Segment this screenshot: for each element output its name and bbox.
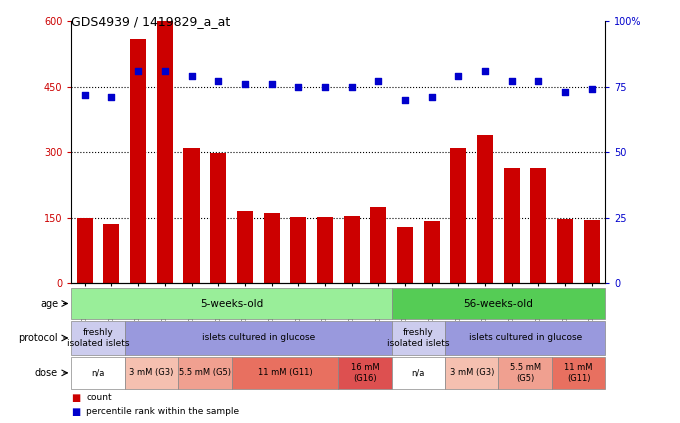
Point: [80, 91, 90, 98]
Point: [106, 94, 117, 101]
Bar: [498, 357, 552, 389]
Text: 16 mM
(G16): 16 mM (G16): [351, 363, 379, 382]
Bar: [504, 168, 520, 283]
Text: 11 mM
(G11): 11 mM (G11): [564, 363, 593, 382]
Point: [159, 68, 170, 74]
Bar: [445, 357, 498, 389]
Bar: [103, 224, 120, 283]
Bar: [424, 221, 440, 283]
Bar: [231, 357, 339, 389]
Text: age: age: [40, 299, 58, 308]
Text: 56-weeks-old: 56-weeks-old: [464, 299, 533, 308]
Point: [586, 86, 597, 93]
Point: [346, 83, 357, 90]
Bar: [290, 217, 306, 283]
Point: [426, 94, 437, 101]
Bar: [125, 321, 392, 355]
Text: freshly
isolated islets: freshly isolated islets: [387, 328, 449, 348]
Bar: [397, 227, 413, 283]
Bar: [125, 357, 178, 389]
Text: 11 mM (G11): 11 mM (G11): [258, 368, 312, 377]
Bar: [339, 357, 392, 389]
Text: n/a: n/a: [91, 368, 105, 377]
Text: GDS4939 / 1419829_a_at: GDS4939 / 1419829_a_at: [71, 15, 231, 28]
Point: [400, 96, 411, 103]
Text: ■: ■: [71, 407, 81, 417]
Bar: [477, 135, 493, 283]
Text: 3 mM (G3): 3 mM (G3): [449, 368, 494, 377]
Bar: [264, 213, 279, 283]
Point: [239, 81, 250, 88]
Point: [320, 83, 330, 90]
Point: [133, 68, 143, 74]
Bar: [552, 357, 605, 389]
Bar: [71, 288, 392, 319]
Bar: [445, 321, 605, 355]
Point: [533, 78, 544, 85]
Text: freshly
isolated islets: freshly isolated islets: [67, 328, 129, 348]
Point: [213, 78, 224, 85]
Bar: [178, 357, 231, 389]
Point: [479, 68, 490, 74]
Bar: [210, 153, 226, 283]
Point: [186, 73, 197, 80]
Bar: [77, 218, 92, 283]
Bar: [237, 212, 253, 283]
Bar: [371, 207, 386, 283]
Text: n/a: n/a: [411, 368, 425, 377]
Text: islets cultured in glucose: islets cultured in glucose: [469, 333, 582, 343]
Text: dose: dose: [35, 368, 58, 378]
Text: percentile rank within the sample: percentile rank within the sample: [86, 407, 239, 415]
Bar: [450, 148, 466, 283]
Text: protocol: protocol: [18, 333, 58, 343]
Text: 5.5 mM (G5): 5.5 mM (G5): [179, 368, 231, 377]
Bar: [584, 220, 600, 283]
Bar: [392, 321, 445, 355]
Bar: [317, 217, 333, 283]
Point: [507, 78, 517, 85]
Bar: [184, 148, 199, 283]
Point: [373, 78, 384, 85]
Bar: [71, 321, 125, 355]
Point: [453, 73, 464, 80]
Point: [293, 83, 304, 90]
Bar: [157, 21, 173, 283]
Text: ■: ■: [71, 393, 81, 403]
Text: islets cultured in glucose: islets cultured in glucose: [201, 333, 315, 343]
Bar: [392, 288, 605, 319]
Bar: [392, 357, 445, 389]
Bar: [530, 168, 547, 283]
Text: 3 mM (G3): 3 mM (G3): [129, 368, 173, 377]
Point: [560, 88, 571, 95]
Text: count: count: [86, 393, 112, 401]
Bar: [557, 219, 573, 283]
Bar: [343, 216, 360, 283]
Bar: [71, 357, 125, 389]
Bar: [130, 38, 146, 283]
Point: [266, 81, 277, 88]
Text: 5.5 mM
(G5): 5.5 mM (G5): [509, 363, 541, 382]
Text: 5-weeks-old: 5-weeks-old: [200, 299, 263, 308]
